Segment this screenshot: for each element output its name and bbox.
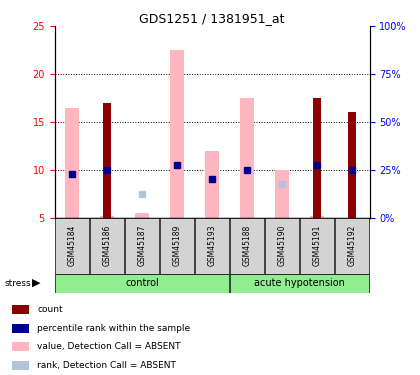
Bar xyxy=(125,217,159,274)
Text: stress: stress xyxy=(4,279,31,288)
Bar xyxy=(55,274,229,292)
Text: rank, Detection Call = ABSENT: rank, Detection Call = ABSENT xyxy=(37,361,176,370)
Bar xyxy=(160,217,194,274)
Bar xyxy=(135,213,149,217)
Text: GSM45184: GSM45184 xyxy=(68,225,76,266)
Text: GSM45191: GSM45191 xyxy=(312,225,322,266)
Text: GSM45193: GSM45193 xyxy=(207,225,217,266)
Text: GSM45186: GSM45186 xyxy=(102,225,112,266)
Bar xyxy=(100,216,114,217)
Text: value, Detection Call = ABSENT: value, Detection Call = ABSENT xyxy=(37,342,181,351)
Text: percentile rank within the sample: percentile rank within the sample xyxy=(37,324,190,333)
Bar xyxy=(230,217,264,274)
Bar xyxy=(55,217,89,274)
Text: GSM45192: GSM45192 xyxy=(348,225,357,266)
Bar xyxy=(65,108,79,218)
Text: GSM45187: GSM45187 xyxy=(138,225,147,266)
Bar xyxy=(240,98,254,218)
Bar xyxy=(265,217,299,274)
Bar xyxy=(13,342,29,351)
Text: GSM45189: GSM45189 xyxy=(173,225,181,266)
Text: GSM45190: GSM45190 xyxy=(278,225,286,266)
Bar xyxy=(195,217,229,274)
Text: acute hypotension: acute hypotension xyxy=(254,278,345,288)
Text: count: count xyxy=(37,305,63,314)
Bar xyxy=(205,150,219,217)
Bar xyxy=(310,216,324,217)
Bar xyxy=(275,170,289,217)
Bar xyxy=(335,217,369,274)
Bar xyxy=(103,103,111,218)
Text: GSM45188: GSM45188 xyxy=(243,225,252,266)
Title: GDS1251 / 1381951_at: GDS1251 / 1381951_at xyxy=(139,12,285,25)
Bar xyxy=(170,50,184,217)
Bar xyxy=(348,112,356,218)
Bar xyxy=(13,361,29,370)
Bar xyxy=(230,274,369,292)
Bar xyxy=(13,324,29,333)
Bar xyxy=(90,217,124,274)
Text: control: control xyxy=(125,278,159,288)
Bar xyxy=(13,305,29,314)
Text: ▶: ▶ xyxy=(32,278,40,288)
Bar xyxy=(313,98,321,218)
Bar xyxy=(300,217,334,274)
